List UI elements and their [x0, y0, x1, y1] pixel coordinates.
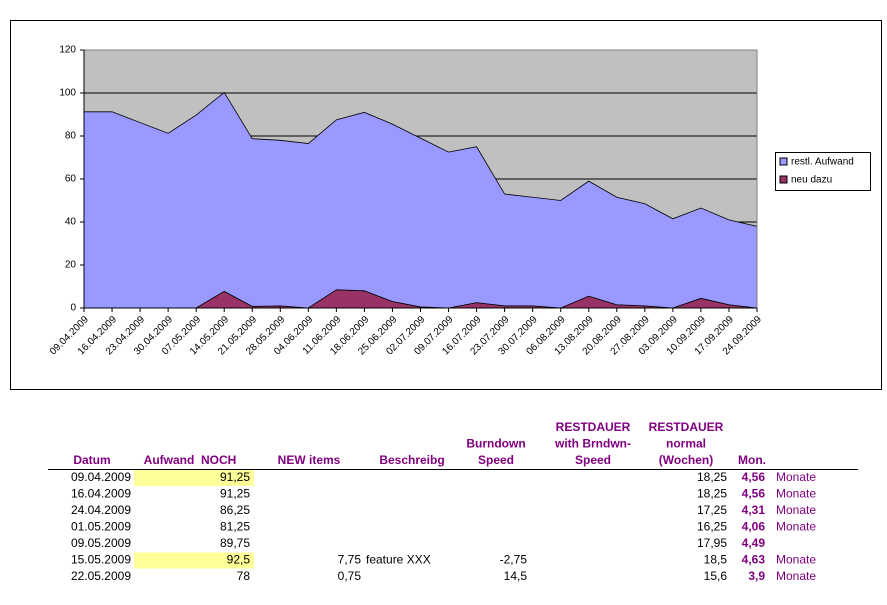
column-header: Aufwand NOCH	[144, 453, 237, 467]
cell: 15.05.2009	[71, 553, 131, 567]
y-tick-label: 0	[70, 303, 76, 314]
cell: 09.04.2009	[71, 470, 131, 484]
column-header: RESTDAUER	[556, 420, 631, 434]
y-tick-label: 100	[59, 88, 76, 99]
y-tick-label: 60	[65, 174, 77, 185]
cell: 0,75	[338, 569, 362, 583]
cell: 09.05.2009	[71, 536, 131, 550]
cell: 16.04.2009	[71, 487, 131, 501]
column-header: normal	[666, 437, 706, 451]
legend-label: neu dazu	[791, 175, 832, 186]
column-header: Speed	[575, 453, 611, 467]
y-tick-label: 40	[65, 217, 77, 228]
column-header: with Brndwn-	[554, 437, 631, 451]
legend	[775, 152, 871, 191]
cell: Monate	[776, 520, 816, 534]
cell: 92,5	[227, 553, 251, 567]
cell: 4,63	[742, 553, 766, 567]
cell: -2,75	[500, 553, 528, 567]
highlight-cell	[134, 470, 254, 486]
cell: 91,25	[220, 487, 250, 501]
y-tick-label: 20	[65, 260, 77, 271]
cell: 3,9	[748, 569, 765, 583]
cell: Monate	[776, 569, 816, 583]
cell: 17,25	[697, 503, 727, 517]
legend-swatch	[779, 175, 788, 184]
cell: 15,6	[704, 569, 728, 583]
cell: 18,25	[697, 487, 727, 501]
cell: Monate	[776, 470, 816, 484]
cell: Monate	[776, 487, 816, 501]
column-header: Speed	[478, 453, 514, 467]
cell: 17,95	[697, 536, 727, 550]
cell: 78	[237, 569, 251, 583]
column-header: Mon.	[738, 453, 766, 467]
cell: 4,31	[742, 503, 766, 517]
cell: feature XXX	[366, 553, 431, 567]
cell: 16,25	[697, 520, 727, 534]
cell: 4,49	[742, 536, 766, 550]
cell: 18,5	[704, 553, 728, 567]
cell: Monate	[776, 503, 816, 517]
highlight-cell	[134, 552, 254, 569]
cell: 7,75	[338, 553, 362, 567]
cell: 24.04.2009	[71, 503, 131, 517]
legend-label: restl. Aufwand	[791, 157, 854, 168]
column-header: Datum	[73, 453, 110, 467]
cell: 86,25	[220, 503, 250, 517]
column-header: Burndown	[466, 437, 525, 451]
legend-swatch	[779, 157, 788, 166]
y-tick-label: 120	[59, 45, 76, 56]
cell: 81,25	[220, 520, 250, 534]
cell: 18,25	[697, 470, 727, 484]
cell: 91,25	[220, 470, 250, 484]
cell: 89,75	[220, 536, 250, 550]
column-header: (Wochen)	[659, 453, 713, 467]
cell: 4,56	[742, 487, 766, 501]
column-header: NEW items	[278, 453, 341, 467]
column-header: Beschreibg	[379, 453, 444, 467]
column-header: RESTDAUER	[649, 420, 724, 434]
cell: 22.05.2009	[71, 569, 131, 583]
cell: 01.05.2009	[71, 520, 131, 534]
y-tick-label: 80	[65, 131, 77, 142]
cell: 4,56	[742, 470, 766, 484]
cell: 4,06	[742, 520, 766, 534]
cell: Monate	[776, 553, 816, 567]
cell: 14,5	[504, 569, 528, 583]
